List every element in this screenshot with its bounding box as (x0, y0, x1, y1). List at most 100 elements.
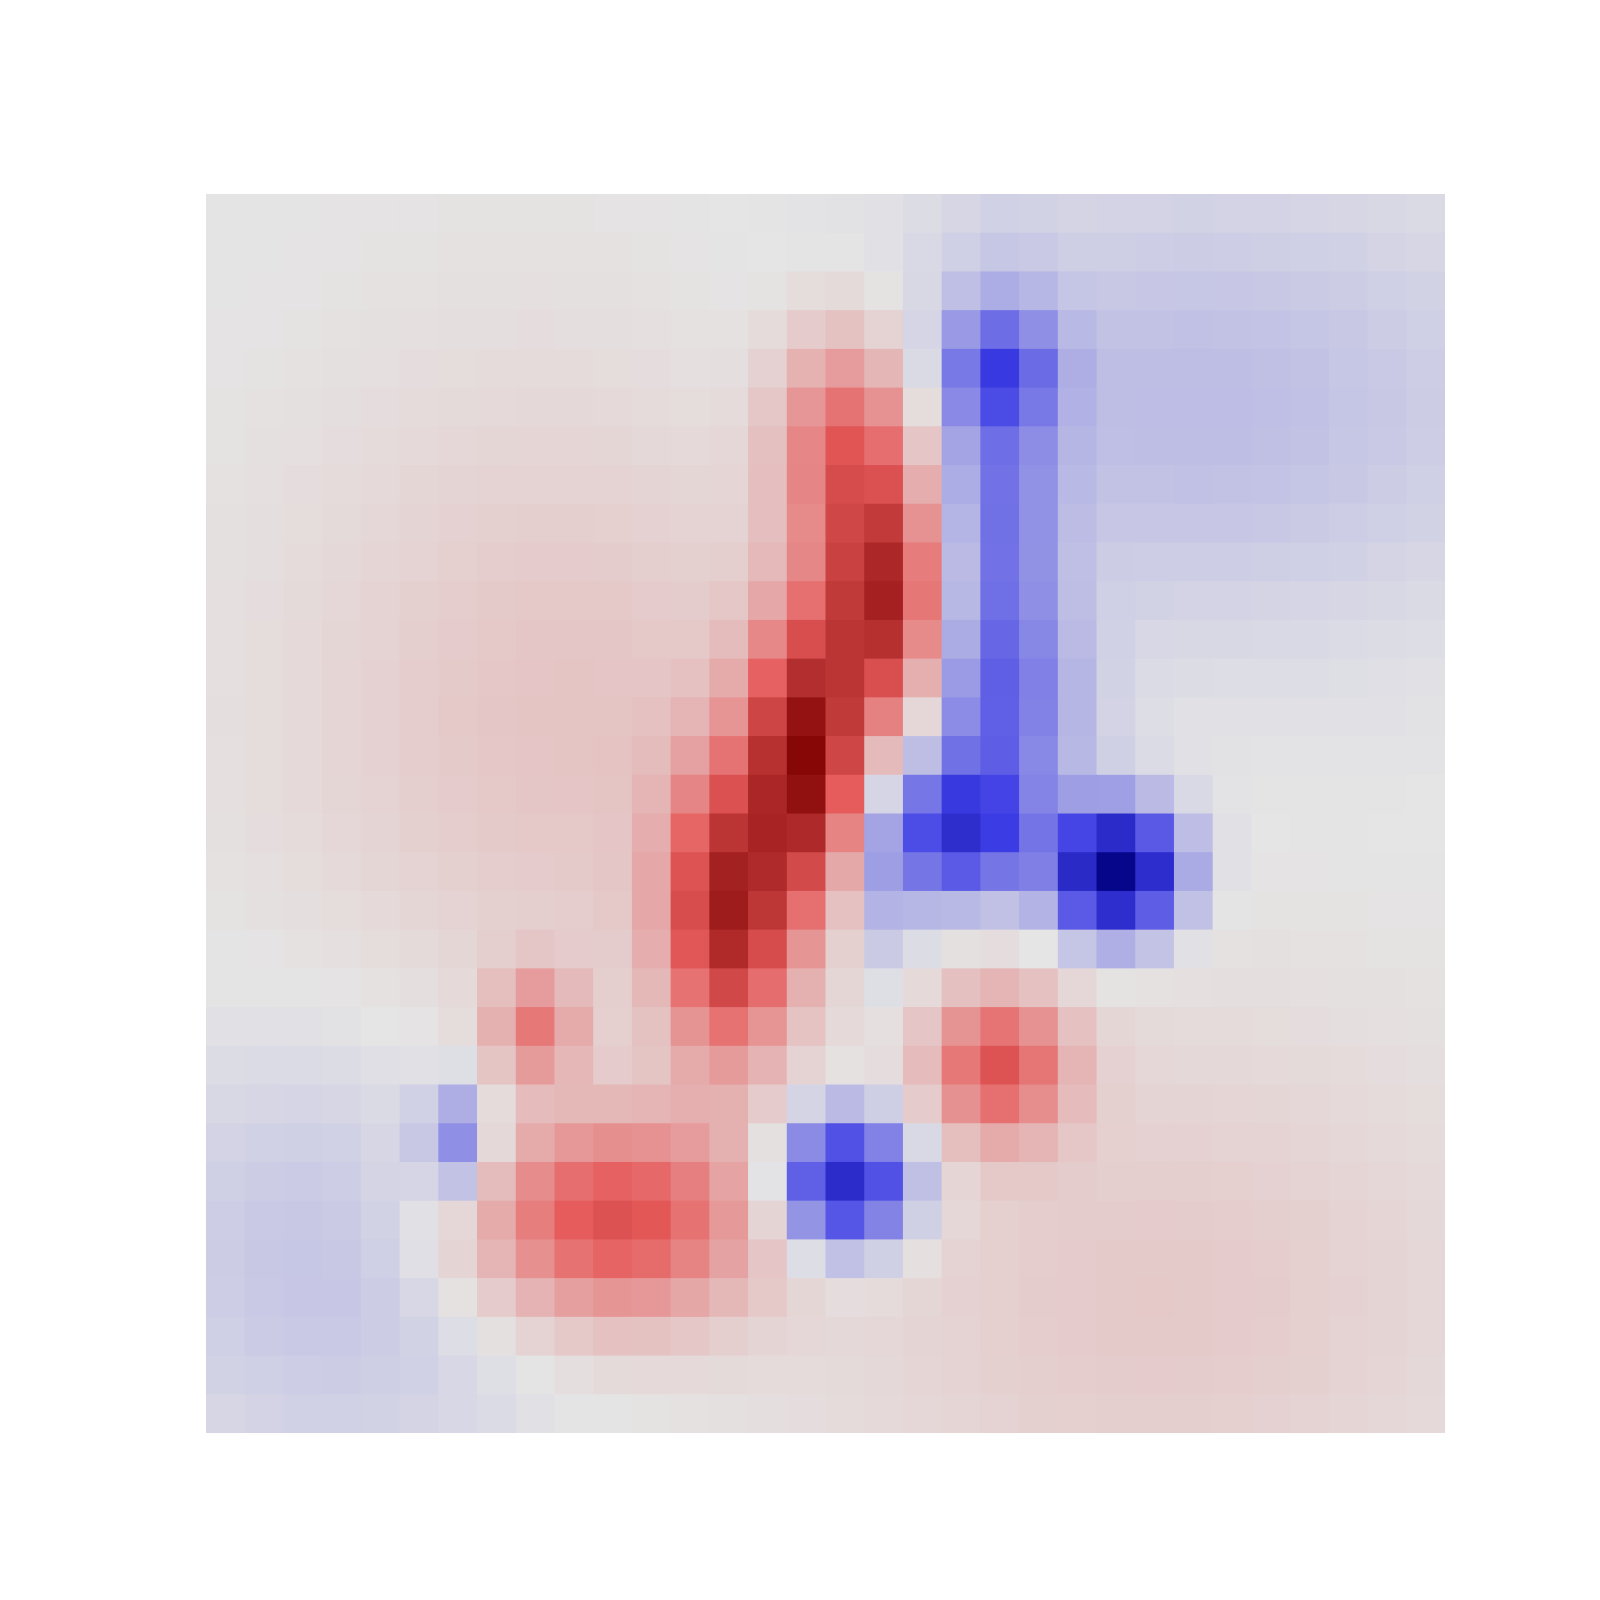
heatmap-cell-r13-c25 (1173, 697, 1214, 737)
heatmap-cell-r29-c26 (1212, 1316, 1253, 1357)
heatmap-cell-r19-c2 (283, 929, 323, 969)
heatmap-cell-r4-c30 (1367, 348, 1407, 389)
heatmap-cell-r29-c14 (748, 1316, 788, 1357)
heatmap-cell-r16-c14 (748, 813, 788, 853)
heatmap-cell-r20-c9 (554, 968, 594, 1008)
heatmap-cell-r6-c21 (1019, 426, 1059, 466)
heatmap-cell-r24-c18 (902, 1123, 943, 1163)
heatmap-cell-r25-c14 (748, 1161, 788, 1202)
heatmap-cell-r26-c21 (1019, 1200, 1059, 1241)
heatmap-cell-r3-c17 (864, 310, 904, 350)
heatmap-cell-r14-c24 (1135, 736, 1175, 776)
heatmap-cell-r24-c31 (1406, 1123, 1445, 1163)
heatmap-cell-r14-c16 (825, 736, 865, 776)
heatmap-cell-r21-c11 (631, 1007, 672, 1047)
heatmap-cell-r22-c28 (1290, 1045, 1330, 1086)
heatmap-cell-r28-c0 (206, 1278, 246, 1318)
heatmap-cell-r21-c31 (1406, 1007, 1445, 1047)
heatmap-cell-r20-c2 (283, 968, 323, 1008)
heatmap-cell-r1-c27 (1251, 232, 1291, 273)
heatmap-cell-r31-c9 (554, 1394, 594, 1433)
heatmap-cell-r19-c10 (593, 929, 633, 969)
heatmap-cell-r18-c17 (864, 890, 904, 931)
heatmap-cell-r2-c20 (980, 271, 1020, 311)
heatmap-cell-r5-c7 (477, 387, 517, 427)
heatmap-cell-r27-c18 (902, 1239, 943, 1279)
heatmap-cell-r8-c26 (1212, 503, 1253, 544)
heatmap-cell-r22-c15 (786, 1045, 827, 1086)
heatmap-cell-r9-c22 (1057, 542, 1098, 582)
heatmap-cell-r0-c22 (1057, 194, 1098, 234)
heatmap-cell-r13-c10 (593, 697, 633, 737)
heatmap-cell-r2-c24 (1135, 271, 1175, 311)
heatmap-cell-r26-c6 (438, 1200, 478, 1241)
heatmap-cell-r4-c26 (1212, 348, 1253, 389)
heatmap-cell-r14-c14 (748, 736, 788, 776)
heatmap-cell-r11-c29 (1328, 619, 1369, 660)
heatmap-cell-r31-c15 (786, 1394, 827, 1433)
heatmap-cell-r21-c15 (786, 1007, 827, 1047)
heatmap-cell-r12-c28 (1290, 658, 1330, 698)
heatmap-cell-r8-c31 (1406, 503, 1445, 544)
heatmap-cell-r15-c20 (980, 774, 1020, 815)
heatmap-cell-r19-c28 (1290, 929, 1330, 969)
heatmap-cell-r16-c22 (1057, 813, 1098, 853)
heatmap-cell-r0-c25 (1173, 194, 1214, 234)
heatmap-cell-r27-c26 (1212, 1239, 1253, 1279)
heatmap-cell-r0-c31 (1406, 194, 1445, 234)
heatmap-cell-r0-c3 (322, 194, 362, 234)
heatmap-cell-r12-c12 (670, 658, 710, 698)
heatmap-cell-r10-c6 (438, 581, 478, 621)
heatmap-cell-r5-c9 (554, 387, 594, 427)
heatmap-cell-r23-c6 (438, 1084, 478, 1124)
heatmap-cell-r16-c10 (593, 813, 633, 853)
heatmap-cell-r4-c1 (244, 348, 285, 389)
heatmap-cell-r28-c11 (631, 1278, 672, 1318)
heatmap-cell-r9-c24 (1135, 542, 1175, 582)
heatmap-cell-r23-c22 (1057, 1084, 1098, 1124)
heatmap-cell-r25-c1 (244, 1161, 285, 1202)
heatmap-cell-r29-c2 (283, 1316, 323, 1357)
heatmap-cell-r9-c0 (206, 542, 246, 582)
heatmap-cell-r14-c7 (477, 736, 517, 776)
heatmap-cell-r6-c22 (1057, 426, 1098, 466)
heatmap-cell-r13-c4 (360, 697, 401, 737)
heatmap-cell-r13-c24 (1135, 697, 1175, 737)
heatmap-cell-r7-c10 (593, 465, 633, 505)
heatmap-cell-r21-c14 (748, 1007, 788, 1047)
heatmap-cell-r23-c14 (748, 1084, 788, 1124)
heatmap-cell-r10-c30 (1367, 581, 1407, 621)
heatmap-cell-r31-c30 (1367, 1394, 1407, 1433)
heatmap-cell-r31-c28 (1290, 1394, 1330, 1433)
heatmap-cell-r29-c15 (786, 1316, 827, 1357)
heatmap-cell-r8-c20 (980, 503, 1020, 544)
heatmap-plot-area (206, 194, 1445, 1433)
heatmap-cell-r19-c25 (1173, 929, 1214, 969)
heatmap-cell-r21-c20 (980, 1007, 1020, 1047)
heatmap-cell-r5-c17 (864, 387, 904, 427)
heatmap-cell-r25-c18 (902, 1161, 943, 1202)
heatmap-cell-r20-c20 (980, 968, 1020, 1008)
heatmap-cell-r24-c23 (1096, 1123, 1136, 1163)
heatmap-cell-r8-c2 (283, 503, 323, 544)
heatmap-cell-r5-c20 (980, 387, 1020, 427)
heatmap-cell-r28-c19 (941, 1278, 981, 1318)
heatmap-cell-r5-c21 (1019, 387, 1059, 427)
heatmap-cell-r16-c3 (322, 813, 362, 853)
heatmap-cell-r31-c3 (322, 1394, 362, 1433)
heatmap-cell-r27-c6 (438, 1239, 478, 1279)
heatmap-cell-r9-c31 (1406, 542, 1445, 582)
heatmap-cell-r6-c16 (825, 426, 865, 466)
heatmap-cell-r13-c26 (1212, 697, 1253, 737)
heatmap-cell-r24-c16 (825, 1123, 865, 1163)
heatmap-cell-r17-c4 (360, 852, 401, 892)
heatmap-cell-r3-c13 (709, 310, 749, 350)
heatmap-cell-r13-c23 (1096, 697, 1136, 737)
heatmap-cell-r21-c4 (360, 1007, 401, 1047)
heatmap-cell-r10-c23 (1096, 581, 1136, 621)
heatmap-cell-r18-c11 (631, 890, 672, 931)
heatmap-cell-r10-c0 (206, 581, 246, 621)
heatmap-cell-r8-c16 (825, 503, 865, 544)
heatmap-cell-r26-c23 (1096, 1200, 1136, 1241)
heatmap-cell-r4-c22 (1057, 348, 1098, 389)
